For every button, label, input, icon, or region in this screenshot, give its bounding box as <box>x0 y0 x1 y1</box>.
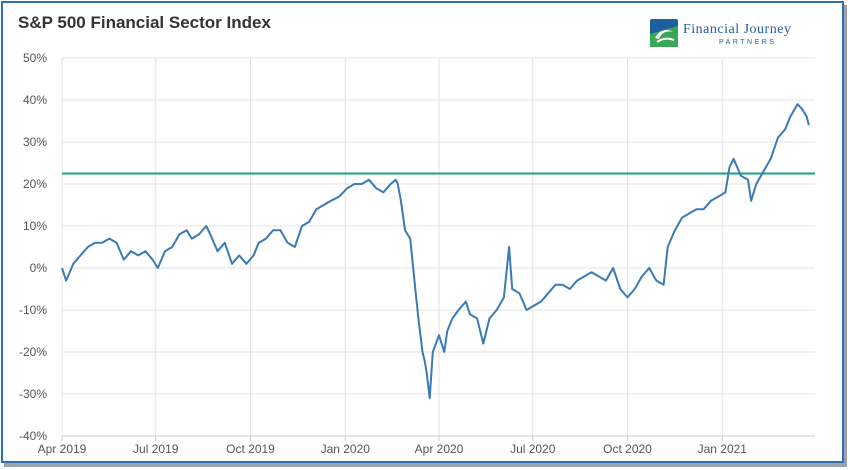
x-tick-label: Oct 2019 <box>226 442 275 456</box>
y-tick-label: -40% <box>19 429 47 443</box>
x-tick-label: Apr 2020 <box>415 442 464 456</box>
x-tick-label: Jul 2020 <box>510 442 556 456</box>
chart-frame <box>1 1 844 463</box>
series-line <box>61 103 810 400</box>
y-tick-label: -30% <box>19 387 47 401</box>
y-tick-label: -20% <box>19 345 47 359</box>
x-tick-label: Oct 2020 <box>603 442 652 456</box>
chart-title: S&P 500 Financial Sector Index <box>18 13 271 32</box>
y-tick-label: 0% <box>30 261 48 275</box>
y-tick-label: 20% <box>23 177 47 191</box>
x-tick-label: Jul 2019 <box>133 442 179 456</box>
logo-subtitle: PARTNERS <box>719 39 777 46</box>
x-tick-label: Apr 2019 <box>38 442 87 456</box>
x-tick-label: Jan 2020 <box>321 442 371 456</box>
y-tick-label: 50% <box>23 51 47 65</box>
y-tick-label: -10% <box>19 303 47 317</box>
y-tick-label: 40% <box>23 93 47 107</box>
y-tick-label: 30% <box>23 135 47 149</box>
logo-name: Financial Journey <box>683 22 792 37</box>
logo-mark-icon <box>650 19 678 47</box>
x-tick-label: Jan 2021 <box>698 442 748 456</box>
company-logo: Financial Journey PARTNERS <box>649 18 819 52</box>
y-tick-label: 10% <box>23 219 47 233</box>
